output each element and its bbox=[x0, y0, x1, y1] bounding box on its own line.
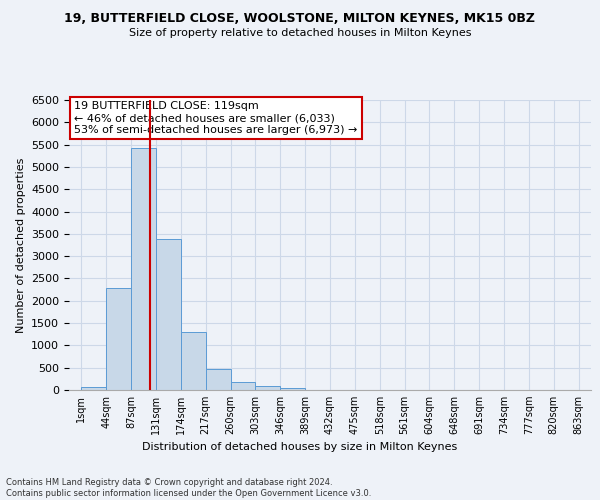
Text: Size of property relative to detached houses in Milton Keynes: Size of property relative to detached ho… bbox=[129, 28, 471, 38]
Text: Contains HM Land Registry data © Crown copyright and database right 2024.
Contai: Contains HM Land Registry data © Crown c… bbox=[6, 478, 371, 498]
Bar bbox=[82, 388, 106, 390]
Y-axis label: Number of detached properties: Number of detached properties bbox=[16, 158, 26, 332]
Text: Distribution of detached houses by size in Milton Keynes: Distribution of detached houses by size … bbox=[142, 442, 458, 452]
Text: 19, BUTTERFIELD CLOSE, WOOLSTONE, MILTON KEYNES, MK15 0BZ: 19, BUTTERFIELD CLOSE, WOOLSTONE, MILTON… bbox=[65, 12, 536, 26]
Bar bbox=[106, 288, 131, 390]
Bar bbox=[131, 148, 156, 390]
Bar bbox=[156, 239, 181, 390]
Bar bbox=[256, 386, 280, 390]
Text: 19 BUTTERFIELD CLOSE: 119sqm
← 46% of detached houses are smaller (6,033)
53% of: 19 BUTTERFIELD CLOSE: 119sqm ← 46% of de… bbox=[74, 102, 358, 134]
Bar bbox=[230, 382, 256, 390]
Bar bbox=[181, 332, 206, 390]
Bar bbox=[206, 368, 230, 390]
Bar bbox=[280, 388, 305, 390]
